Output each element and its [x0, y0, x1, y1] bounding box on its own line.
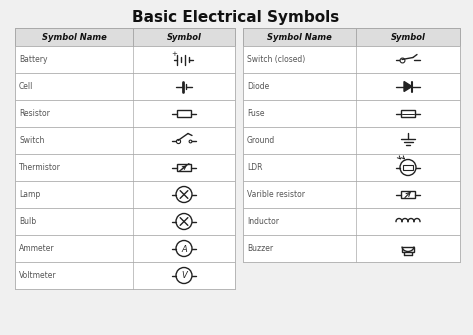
Bar	[15, 28, 235, 46]
Bar	[15, 73, 235, 100]
Text: Bulb: Bulb	[19, 217, 36, 226]
Text: Switch (closed): Switch (closed)	[247, 55, 305, 64]
Bar	[243, 28, 460, 46]
Bar	[15, 208, 235, 235]
Polygon shape	[404, 81, 412, 91]
Bar	[177, 164, 191, 171]
Text: Fuse: Fuse	[247, 109, 264, 118]
Text: Switch: Switch	[19, 136, 44, 145]
Bar	[15, 100, 235, 127]
Circle shape	[176, 268, 192, 283]
Text: Voltmeter: Voltmeter	[19, 271, 57, 280]
Text: Cell: Cell	[19, 82, 34, 91]
Bar	[243, 73, 460, 100]
Bar	[243, 208, 460, 235]
Bar	[243, 154, 460, 181]
Bar	[15, 181, 235, 208]
Text: Diode: Diode	[247, 82, 269, 91]
Bar	[243, 181, 460, 208]
Text: Inductor: Inductor	[247, 217, 279, 226]
Bar	[15, 262, 235, 289]
Text: LDR: LDR	[247, 163, 263, 172]
Bar	[243, 100, 460, 127]
Bar	[403, 165, 413, 170]
Circle shape	[176, 213, 192, 229]
Bar	[15, 154, 235, 181]
Text: V: V	[181, 271, 187, 280]
Text: Resistor: Resistor	[19, 109, 50, 118]
Bar	[401, 110, 415, 117]
Text: +: +	[172, 51, 177, 57]
Bar	[243, 46, 460, 73]
Text: Battery: Battery	[19, 55, 47, 64]
Text: Basic Electrical Symbols: Basic Electrical Symbols	[132, 10, 340, 25]
Text: A: A	[181, 245, 187, 254]
Bar	[243, 28, 460, 262]
Bar	[177, 110, 191, 117]
Circle shape	[176, 187, 192, 202]
Bar	[15, 235, 235, 262]
Text: Thermistor: Thermistor	[19, 163, 61, 172]
Text: Symbol: Symbol	[391, 32, 425, 42]
Bar	[243, 127, 460, 154]
Circle shape	[176, 241, 192, 257]
Text: Symbol: Symbol	[166, 32, 201, 42]
Bar	[15, 28, 235, 289]
Bar	[401, 191, 415, 198]
Circle shape	[400, 159, 416, 176]
Text: Ammeter: Ammeter	[19, 244, 54, 253]
Bar	[243, 235, 460, 262]
Text: Symbol Name: Symbol Name	[267, 32, 332, 42]
Text: Symbol Name: Symbol Name	[42, 32, 106, 42]
Text: Lamp: Lamp	[19, 190, 40, 199]
Bar	[15, 46, 235, 73]
Text: Varible resistor: Varible resistor	[247, 190, 305, 199]
Bar	[15, 127, 235, 154]
Text: Buzzer: Buzzer	[247, 244, 273, 253]
Bar	[402, 247, 414, 252]
Text: Ground: Ground	[247, 136, 275, 145]
